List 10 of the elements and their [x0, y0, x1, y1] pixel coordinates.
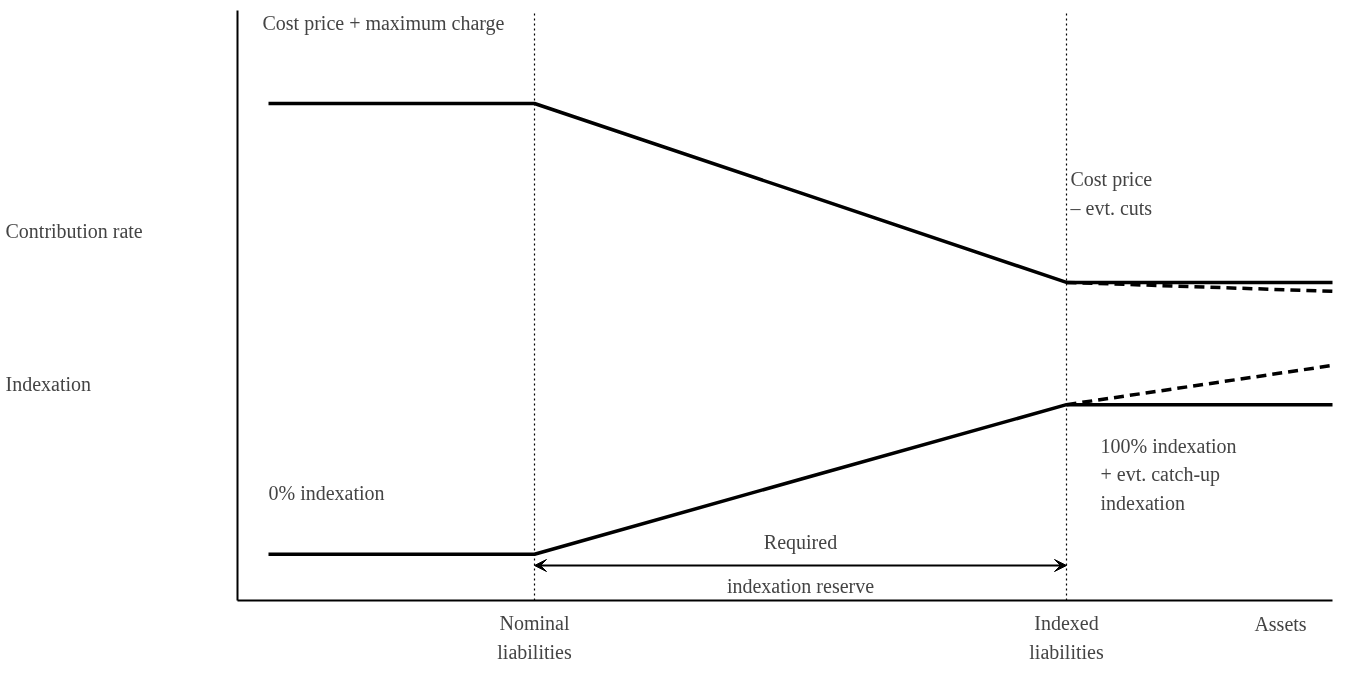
- text: Cost price + maximum charge: [262, 11, 505, 35]
- text: Indexation: [5, 372, 92, 395]
- annotation: Cost price – evt. cuts: [1069, 168, 1153, 219]
- x-axis-title: Assets: [1254, 612, 1307, 635]
- annotation: 0% indexation: [268, 481, 385, 504]
- x-tick-label: Indexed liabilities: [1029, 612, 1104, 663]
- x-tick-label: Nominal liabilities: [497, 612, 572, 663]
- annotation: 100% indexation + evt. catch-up indexation: [1100, 434, 1237, 515]
- annotation: Required indexation reserve: [726, 530, 875, 597]
- text: Contribution rate: [5, 219, 143, 242]
